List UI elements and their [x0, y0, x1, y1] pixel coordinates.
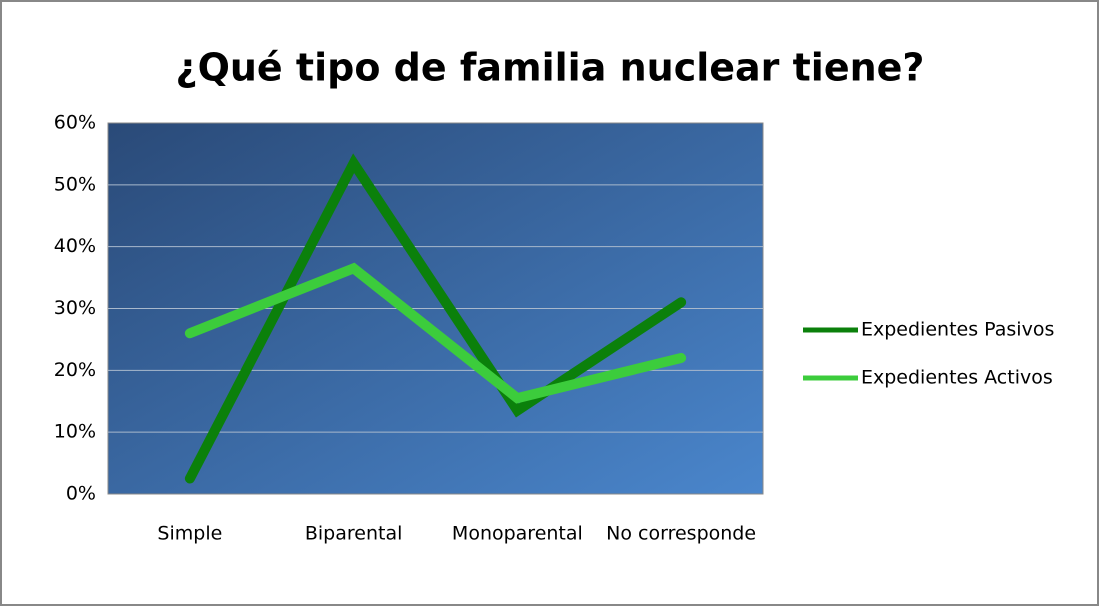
- y-tick-label: 0%: [66, 483, 96, 505]
- y-tick-label: 10%: [54, 421, 96, 443]
- legend-label: Expedientes Pasivos: [861, 319, 1054, 341]
- series-line: [184, 262, 687, 404]
- x-tick-label: No corresponde: [606, 523, 756, 545]
- x-tick-label: Simple: [157, 523, 222, 545]
- y-tick-label: 50%: [54, 173, 96, 195]
- y-tick-label: 20%: [54, 359, 96, 381]
- y-tick-label: 40%: [54, 235, 96, 257]
- legend-label: Expedientes Activos: [861, 367, 1053, 389]
- series-line: [184, 153, 687, 484]
- y-tick-label: 60%: [54, 112, 96, 134]
- x-tick-label: Monoparental: [452, 523, 583, 545]
- chart-title: ¿Qué tipo de familia nuclear tiene?: [176, 46, 925, 90]
- y-tick-label: 30%: [54, 297, 96, 319]
- x-tick-label: Biparental: [305, 523, 403, 545]
